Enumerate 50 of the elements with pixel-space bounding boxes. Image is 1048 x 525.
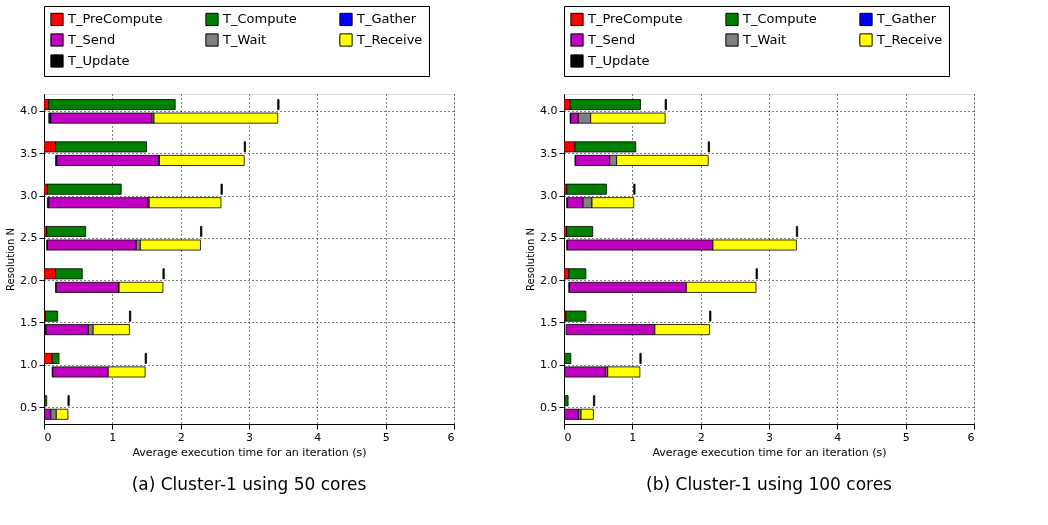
legend-label: T_PreCompute [67,11,163,27]
y-tick-label: 1.0 [540,358,558,372]
y-tick-label: 1.5 [20,315,38,329]
x-tick-label: 4 [834,430,842,444]
legend-label: T_Update [67,53,130,68]
y-tick-label: 1.5 [540,315,558,329]
legend-label: T_Send [67,32,116,47]
legend-label: T_Wait [742,32,787,47]
y-tick-label: 4.0 [540,104,558,118]
y-tick-label: 0.5 [540,400,558,414]
x-tick-label: 0 [564,430,572,444]
legend-label: T_Update [587,53,650,68]
x-tick-label: 5 [902,430,910,444]
legend-label: T_Receive [356,32,423,47]
legend-label: T_Compute [742,11,817,27]
x-tick-label: 6 [967,430,975,444]
x-tick-label: 4 [314,430,322,444]
y-axis-title: Resolution N [525,228,537,291]
text: (a) Cluster-1 using 50 cores [131,474,367,494]
y-tick-label: 4.0 [20,104,38,118]
y-tick-label: 3.5 [20,146,38,160]
x-tick-label: 2 [177,430,185,444]
x-tick-label: 3 [766,430,773,444]
y-tick-label: 3.0 [20,189,38,203]
y-tick-label: 3.5 [540,146,558,160]
y-tick-label: 0.5 [20,400,38,414]
legend-label: T_Gather [876,11,937,27]
y-tick-label: 2.5 [20,231,38,245]
legend-label: T_Send [587,32,636,47]
x-tick-label: 6 [447,430,455,444]
legend-label: T_Gather [356,11,417,27]
x-tick-label: 1 [109,430,117,444]
y-tick-label: 1.0 [20,358,38,372]
legend-label: T_Receive [876,32,943,47]
y-tick-label: 3.0 [540,189,558,203]
y-tick-label: 2.0 [20,273,38,287]
x-tick-label: 3 [246,430,253,444]
legend-label: T_PreCompute [587,11,683,27]
x-axis-title: Average execution time for an iteration (s) [132,445,367,459]
y-tick-label: 2.5 [540,231,558,245]
y-tick-label: 2.0 [540,273,558,287]
legend-label: T_Wait [222,32,267,47]
x-tick-label: 2 [697,430,705,444]
x-axis-title: Average execution time for an iteration (s) [652,445,887,459]
x-tick-label: 5 [382,430,390,444]
text: (b) Cluster-1 using 100 cores [646,474,893,494]
legend-label: T_Compute [222,11,297,27]
x-tick-label: 0 [44,430,52,444]
x-tick-label: 1 [629,430,637,444]
y-axis-title: Resolution N [5,228,17,291]
